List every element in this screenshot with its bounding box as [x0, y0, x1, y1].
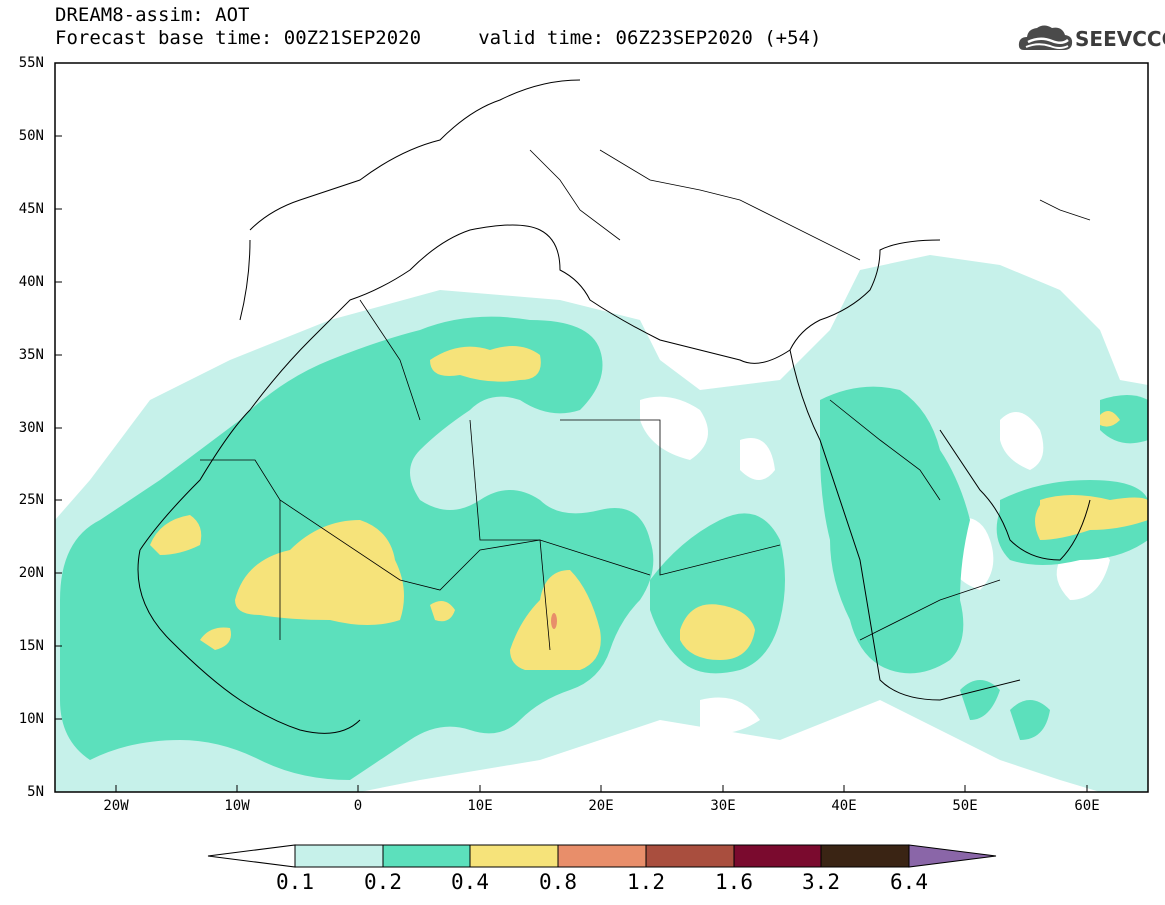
lat-label: 35N — [18, 347, 44, 363]
lat-label: 5N — [27, 784, 44, 800]
colorbar-label: 0.8 — [539, 870, 577, 894]
colorbar-label: 1.6 — [715, 870, 753, 894]
cloud-icon — [1018, 25, 1073, 50]
brand-logo-text: SEEVCCC — [1075, 27, 1165, 51]
colorbar-label: 1.2 — [627, 870, 665, 894]
lon-label: 30E — [710, 798, 736, 814]
lon-label: 40E — [831, 798, 857, 814]
colorbar-label: 6.4 — [890, 870, 928, 894]
colorbar-label: 3.2 — [802, 870, 840, 894]
map-title: DREAM8-assim: AOT — [55, 4, 250, 26]
lon-label: 20E — [588, 798, 614, 814]
forecast-time-line: Forecast base time: 00Z21SEP2020 valid t… — [55, 27, 822, 49]
lon-label: 50E — [952, 798, 978, 814]
x-axis-ticks — [115, 785, 1088, 792]
y-axis-ticks — [55, 62, 62, 793]
lat-label: 50N — [18, 128, 44, 144]
lat-label: 55N — [18, 55, 44, 71]
lat-label: 45N — [18, 201, 44, 217]
lon-label: 10W — [224, 798, 250, 814]
colorbar-label: 0.1 — [276, 870, 314, 894]
lat-label: 25N — [18, 492, 44, 508]
lat-label: 20N — [18, 565, 44, 581]
colorbar-label: 0.2 — [364, 870, 402, 894]
aot-field-very-high — [551, 613, 557, 629]
colorbar-label: 0.4 — [451, 870, 489, 894]
lat-label: 10N — [18, 711, 44, 727]
lon-label: 60E — [1074, 798, 1100, 814]
lon-label: 10E — [467, 798, 493, 814]
coastlines — [137, 79, 1091, 734]
lat-label: 15N — [18, 638, 44, 654]
lat-label: 30N — [18, 420, 44, 436]
lon-label: 20W — [103, 798, 129, 814]
lon-label: 0 — [353, 798, 363, 814]
country-borders — [200, 149, 1091, 651]
colorbar — [207, 844, 997, 868]
lat-label: 40N — [18, 274, 44, 290]
